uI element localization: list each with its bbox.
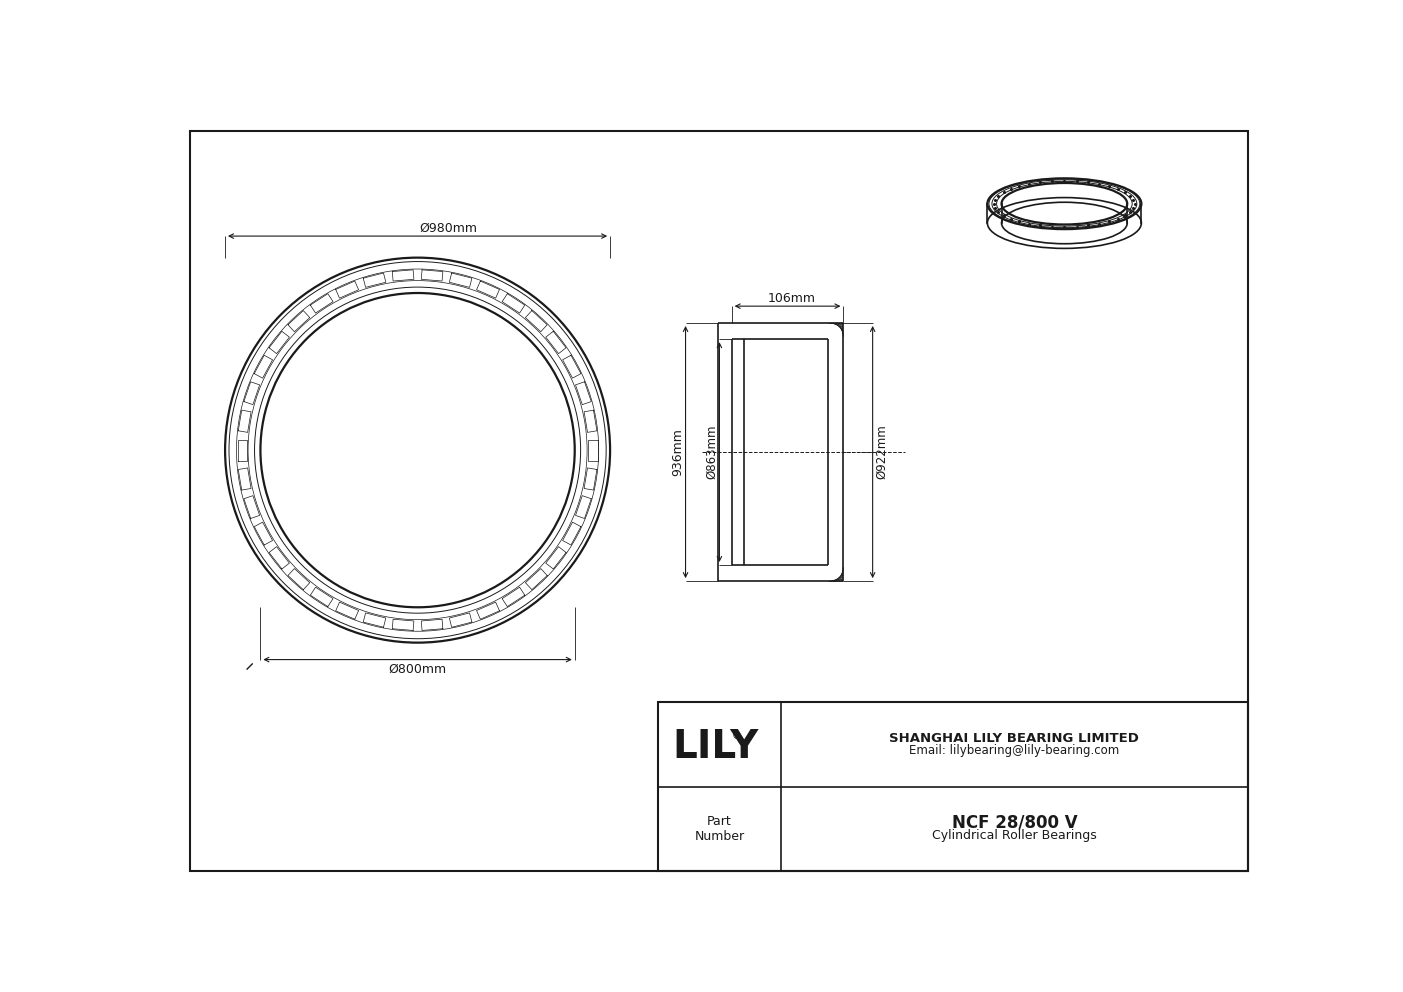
Text: Ø800mm: Ø800mm bbox=[389, 663, 446, 676]
Text: SHANGHAI LILY BEARING LIMITED: SHANGHAI LILY BEARING LIMITED bbox=[890, 732, 1139, 745]
Text: LILY: LILY bbox=[672, 727, 759, 766]
Text: ®: ® bbox=[731, 731, 741, 742]
Bar bbox=[658, 702, 1247, 871]
Text: Ø922mm: Ø922mm bbox=[875, 425, 888, 479]
Text: Ø863mm: Ø863mm bbox=[706, 425, 718, 479]
Text: Ø980mm: Ø980mm bbox=[419, 222, 477, 235]
Text: NCF 28/800 V: NCF 28/800 V bbox=[951, 813, 1078, 831]
Text: Email: lilybearing@lily-bearing.com: Email: lilybearing@lily-bearing.com bbox=[909, 744, 1120, 757]
Text: 106mm: 106mm bbox=[767, 292, 815, 305]
Text: 936mm: 936mm bbox=[672, 429, 685, 476]
Text: Cylindrical Roller Bearings: Cylindrical Roller Bearings bbox=[932, 829, 1097, 842]
Text: Part
Number: Part Number bbox=[694, 815, 745, 843]
